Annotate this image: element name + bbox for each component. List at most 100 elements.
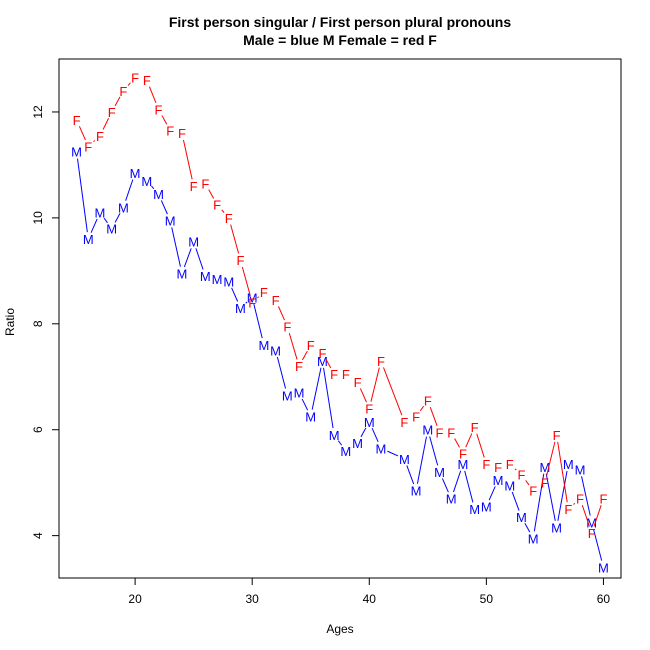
x-tick-label: 40 [363,592,377,606]
female-data-point: F [318,346,326,361]
male-series-segment [90,218,98,233]
male-data-point: M [223,274,234,289]
male-series-segment [103,217,108,224]
chart-title: First person singular / First person plu… [169,14,511,30]
female-data-point: F [599,492,607,507]
male-data-point: M [329,428,340,443]
male-series-segment [464,470,474,503]
male-series-segment [311,367,322,410]
female-series-segment [573,502,576,505]
female-data-point: F [166,123,174,138]
male-series-segment [545,473,556,521]
male-data-point: M [469,502,480,517]
female-data-point: F [73,113,81,128]
female-data-point: F [237,253,245,268]
male-series-segment [429,436,439,466]
male-data-point: M [141,174,152,189]
male-data-point: M [399,452,410,467]
male-data-point: M [563,457,574,472]
female-data-point: F [295,359,303,374]
female-data-point: F [459,447,467,462]
female-data-point: F [190,179,198,194]
male-data-point: M [528,531,539,546]
male-series-segment [276,356,287,389]
female-series-segment [102,118,110,130]
male-series-segment [406,465,415,485]
female-series-segment [241,266,251,296]
female-series-segment [546,441,556,476]
female-data-point: F [564,502,572,517]
male-series-segment [488,486,496,501]
male-data-point: M [83,232,94,247]
male-series-segment [171,227,181,267]
female-series-segment [429,406,438,426]
female-data-point: F [119,84,127,99]
female-data-point: F [283,319,291,334]
x-tick-label: 60 [597,592,611,606]
male-data-point: M [258,338,269,353]
female-series-segment [419,405,425,412]
female-data-point: F [377,354,385,369]
male-series-segment [453,470,462,493]
female-data-point: F [84,139,92,154]
male-series-segment [114,213,121,223]
male-series-segment [416,436,427,484]
male-series-segment [371,427,379,443]
female-data-point: F [108,105,116,120]
female-data-point: F [178,126,186,141]
female-data-point: F [272,293,280,308]
y-tick-label: 8 [31,320,45,327]
female-data-point: F [155,102,163,117]
female-data-point: F [365,402,373,417]
male-data-point: M [106,221,117,236]
male-data-point: M [95,206,106,221]
male-series-segment [581,476,591,516]
male-data-point: M [247,290,258,305]
female-data-point: F [436,425,444,440]
male-series-segment [301,398,309,411]
female-series-segment [370,367,380,402]
female-series-segment [476,433,485,458]
female-data-point: F [260,285,268,300]
female-data-point: F [96,129,104,144]
male-data-point: M [364,415,375,430]
female-data-point: F [576,492,584,507]
male-data-point: M [586,515,597,530]
male-data-point: M [376,441,387,456]
female-data-point: F [213,198,221,213]
male-series-segment [593,529,603,561]
male-series-segment [151,185,155,190]
female-series-segment [301,350,308,361]
male-series-segment [160,200,168,215]
female-series-segment [93,140,96,143]
male-data-point: M [411,484,422,499]
female-data-point: F [471,420,479,435]
male-data-point: M [130,166,141,181]
female-data-point: F [412,409,420,424]
male-data-point: M [422,423,433,438]
female-series-segment [257,296,260,299]
male-series-segment [557,470,568,521]
male-data-point: M [165,214,176,229]
male-data-point: M [294,386,305,401]
female-series-segment [182,139,193,180]
male-data-point: M [270,343,281,358]
female-data-point: F [307,338,315,353]
male-series-segment [253,303,263,339]
male-series-segment [323,367,334,429]
male-data-point: M [200,269,211,284]
male-data-point: M [153,187,164,202]
male-series-segment [511,491,520,511]
female-series-segment [383,367,403,416]
male-data-point: M [177,266,188,281]
male-data-point: M [434,465,445,480]
male-series-segment [524,522,531,533]
female-data-point: F [354,375,362,390]
female-data-point: F [225,211,233,226]
male-data-point: M [575,462,586,477]
male-series-segment [360,427,367,438]
x-tick-label: 50 [480,592,494,606]
male-data-point: M [458,457,469,472]
